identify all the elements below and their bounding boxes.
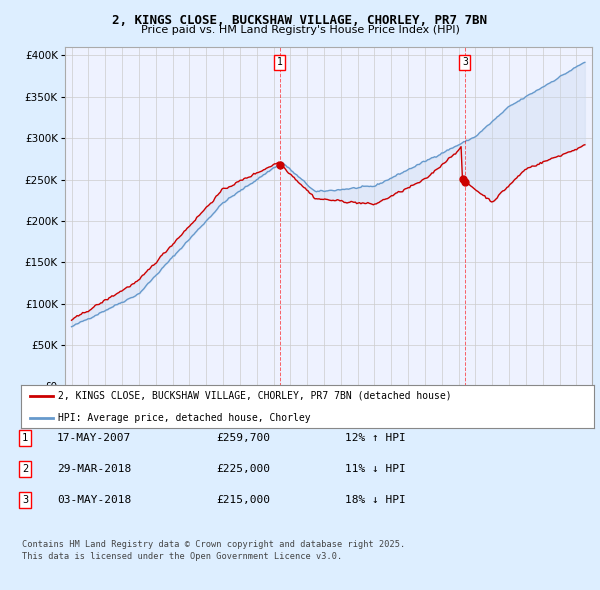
- Text: 29-MAR-2018: 29-MAR-2018: [57, 464, 131, 474]
- Text: 17-MAY-2007: 17-MAY-2007: [57, 433, 131, 442]
- Text: 03-MAY-2018: 03-MAY-2018: [57, 496, 131, 505]
- Text: £259,700: £259,700: [216, 433, 270, 442]
- Text: Contains HM Land Registry data © Crown copyright and database right 2025.
This d: Contains HM Land Registry data © Crown c…: [22, 540, 406, 561]
- Text: 12% ↑ HPI: 12% ↑ HPI: [345, 433, 406, 442]
- Text: 2, KINGS CLOSE, BUCKSHAW VILLAGE, CHORLEY, PR7 7BN: 2, KINGS CLOSE, BUCKSHAW VILLAGE, CHORLE…: [113, 14, 487, 27]
- Text: 1: 1: [22, 433, 28, 442]
- Text: 18% ↓ HPI: 18% ↓ HPI: [345, 496, 406, 505]
- Text: 2, KINGS CLOSE, BUCKSHAW VILLAGE, CHORLEY, PR7 7BN (detached house): 2, KINGS CLOSE, BUCKSHAW VILLAGE, CHORLE…: [58, 391, 452, 401]
- Text: 3: 3: [22, 496, 28, 505]
- Text: HPI: Average price, detached house, Chorley: HPI: Average price, detached house, Chor…: [58, 414, 311, 424]
- Text: 2: 2: [22, 464, 28, 474]
- Text: 11% ↓ HPI: 11% ↓ HPI: [345, 464, 406, 474]
- Text: Price paid vs. HM Land Registry's House Price Index (HPI): Price paid vs. HM Land Registry's House …: [140, 25, 460, 35]
- Text: £225,000: £225,000: [216, 464, 270, 474]
- Text: £215,000: £215,000: [216, 496, 270, 505]
- Text: 3: 3: [462, 57, 468, 67]
- Text: 1: 1: [277, 57, 283, 67]
